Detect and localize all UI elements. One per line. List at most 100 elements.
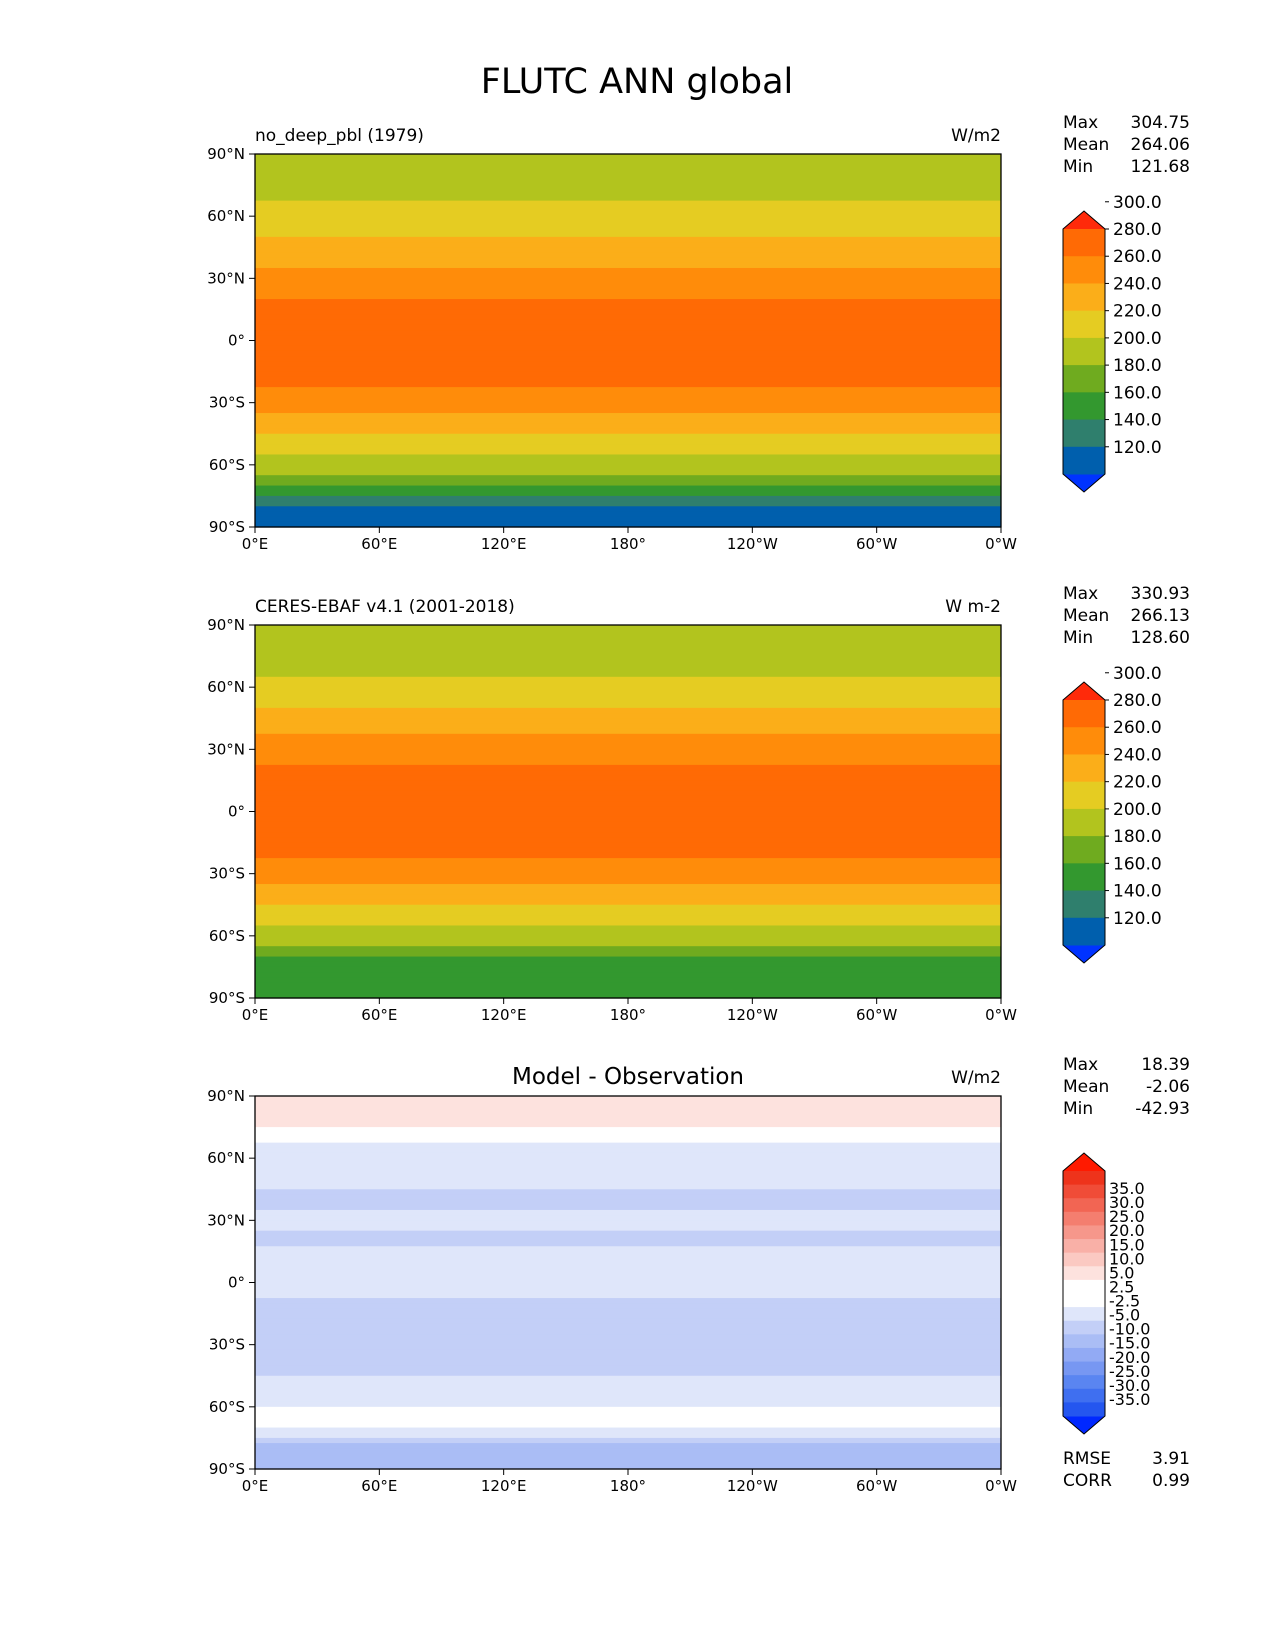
heatmap-band: [255, 361, 1001, 368]
stat-value-min: 128.60: [1131, 628, 1190, 648]
heatmap-band: [255, 832, 1001, 839]
heatmap-band: [255, 376, 1001, 383]
heatmap-band: [255, 1251, 1001, 1258]
colorbar-segment: [1063, 1347, 1105, 1363]
colorbar-label: -2.5: [1109, 1292, 1140, 1311]
colorbar-extend-min: [1063, 1416, 1105, 1434]
panel-title: CERES-EBAF v4.1 (2001-2018): [255, 597, 515, 617]
lon-tick-label: 0°E: [242, 1477, 269, 1495]
heatmap-band: [255, 283, 1001, 290]
lon-tick-label: 120°W: [727, 1006, 778, 1024]
stat-value-min: 121.68: [1131, 157, 1190, 177]
lon-tick-label: 60°E: [361, 1006, 397, 1024]
heatmap-band: [255, 1163, 1001, 1170]
colorbar-segment: [1063, 1361, 1105, 1376]
heatmap-band: [255, 190, 1001, 197]
heatmap-band: [255, 852, 1001, 859]
heatmap-band: [255, 464, 1001, 471]
heatmap-band: [255, 1463, 1001, 1470]
heatmap-band: [255, 1199, 1001, 1206]
colorbar-segment: [1063, 1198, 1105, 1213]
heatmap-band: [255, 847, 1001, 854]
panels: 0°E 60°E 120°E 180° 120°W 60°W 0°W 90°N 60°N 30°N…: [207, 113, 1190, 1495]
heatmap-band: [255, 692, 1001, 699]
heatmap-band: [255, 889, 1001, 895]
heatmap-band: [255, 1298, 1001, 1304]
colorbar-label: -20.0: [1109, 1348, 1150, 1367]
stat-label-mean: Mean: [1063, 135, 1109, 155]
stat-value-rmse: 3.91: [1152, 1449, 1190, 1469]
colorbar-extend-max: [1063, 211, 1105, 229]
heatmap-band: [255, 1235, 1001, 1242]
heatmap-band: [255, 418, 1001, 424]
lat-tick-label: 30°N: [207, 740, 245, 758]
heatmap-band: [255, 749, 1001, 756]
lat-tick-label: 0°: [228, 1274, 245, 1292]
heatmap-band: [255, 775, 1001, 782]
colorbar-label: 300.0: [1113, 193, 1162, 213]
colorbar-outline: [1062, 1152, 1106, 1435]
heatmap-band: [255, 915, 1001, 921]
stat-value-min: -42.93: [1135, 1099, 1190, 1119]
panel-units: W m-2: [945, 597, 1001, 617]
colorbar-segment: [1063, 1375, 1105, 1390]
lon-tick-label: 0°E: [242, 535, 269, 553]
heatmap-band: [255, 1313, 1001, 1320]
colorbar-label: 300.0: [1113, 664, 1162, 684]
heatmap-band: [255, 671, 1001, 678]
heatmap-band: [255, 801, 1001, 807]
heatmap-band: [255, 681, 1001, 688]
heatmap-band: [255, 221, 1001, 228]
heatmap-band: [255, 314, 1001, 321]
stat-label-min: Min: [1063, 628, 1093, 648]
heatmap-band: [255, 470, 1001, 476]
colorbar-segment: [1063, 781, 1105, 810]
heatmap-band: [255, 335, 1001, 342]
heatmap-band: [255, 827, 1001, 833]
heatmap-band: [255, 894, 1001, 901]
heatmap-band: [255, 1272, 1001, 1278]
heatmap-band: [255, 1370, 1001, 1377]
heatmap-band: [255, 1209, 1001, 1216]
colorbar-label: -15.0: [1109, 1334, 1150, 1353]
colorbar-label: -25.0: [1109, 1362, 1150, 1381]
heatmap-band: [255, 387, 1001, 393]
heatmap-band: [255, 309, 1001, 316]
heatmap-band: [255, 304, 1001, 311]
heatmap-band: [255, 1158, 1001, 1164]
lat-tick-label: 0°: [228, 803, 245, 821]
heatmap-band: [255, 164, 1001, 171]
heatmap-band: [255, 1116, 1001, 1123]
lat-tick-label: 90°S: [209, 518, 245, 536]
heatmap-band: [255, 1443, 1001, 1449]
heatmap-band: [255, 1453, 1001, 1460]
stat-label-max: Max: [1063, 1055, 1098, 1075]
heatmap-band: [255, 506, 1001, 513]
colorbar-label: 160.0: [1113, 854, 1162, 874]
heatmap-band: [255, 806, 1001, 813]
lat-tick-label: 90°S: [209, 1460, 245, 1478]
heatmap-band: [255, 904, 1001, 911]
heatmap-band: [255, 1132, 1001, 1139]
colorbar-segment: [1063, 754, 1105, 783]
heatmap-band: [255, 402, 1001, 409]
heatmap-band: [255, 257, 1001, 264]
heatmap-band: [255, 1391, 1001, 1398]
heatmap-band: [255, 1422, 1001, 1429]
stat-value-mean: -2.06: [1146, 1077, 1190, 1097]
lat-tick-label: 60°S: [209, 456, 245, 474]
heatmap-band: [255, 1308, 1001, 1315]
colorbar-label: 280.0: [1113, 691, 1162, 711]
stat-value-max: 304.75: [1131, 113, 1190, 133]
heatmap-band: [255, 785, 1001, 792]
heatmap-band: [255, 299, 1001, 305]
colorbar-segment: [1063, 392, 1105, 421]
colorbar-segment: [1063, 310, 1105, 339]
heatmap-band: [255, 1448, 1001, 1455]
heatmap-band: [255, 278, 1001, 285]
heatmap-band: [255, 992, 1001, 999]
heatmap-band: [255, 884, 1001, 890]
colorbar-label: 25.0: [1109, 1207, 1145, 1226]
colorbar-label: -5.0: [1109, 1306, 1140, 1325]
heatmap-band: [255, 1386, 1001, 1392]
